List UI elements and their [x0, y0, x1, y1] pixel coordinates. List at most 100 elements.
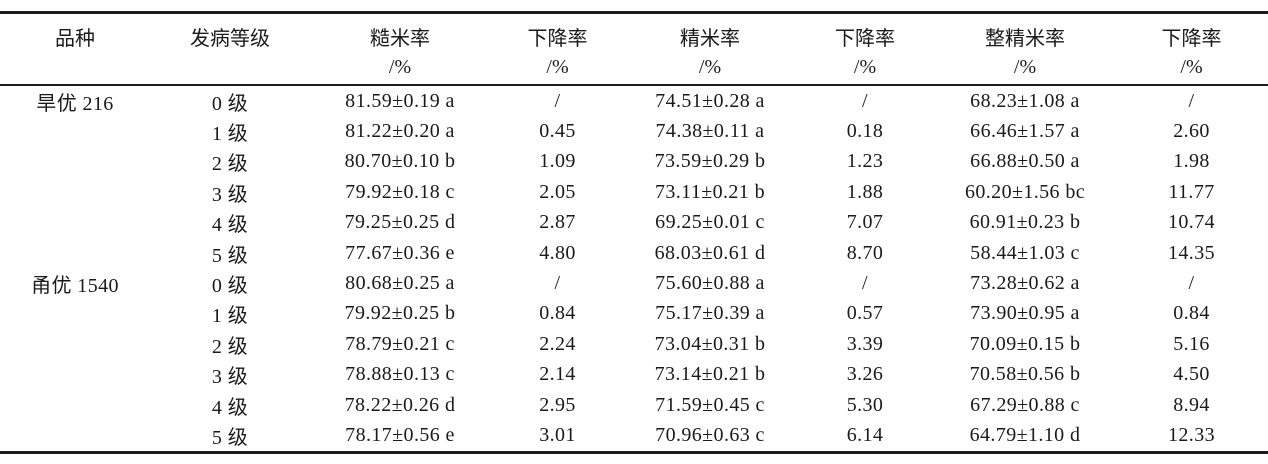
cell-milled-rice-rate: 68.03±0.61 d [654, 241, 766, 264]
cell-disease-grade: 2 级 [211, 335, 249, 358]
cell-milled-rice-rate: 71.59±0.45 c [655, 393, 765, 416]
cell-milled-rice-rate: 73.14±0.21 b [654, 363, 766, 386]
cell-milled-rice-rate: 69.25±0.01 c [655, 211, 765, 234]
cell-brown-rice-decline: 2.24 [539, 332, 576, 355]
table-row: 旱优 216 0 级 81.59±0.19 a / 74.51±0.28 a / 68.23… [0, 85, 1268, 116]
cell-brown-rice-rate: 78.79±0.21 c [345, 332, 455, 355]
column-unit-head-rice-decline: /% [1180, 56, 1203, 78]
cell-variety: 甬优 1540 [31, 275, 119, 298]
table-row: 5 级 78.17±0.56 e 3.01 70.96±0.63 c 6.14 64.79… [0, 420, 1268, 452]
cell-milled-rice-decline: 0.57 [846, 302, 884, 325]
cell-brown-rice-rate: 81.59±0.19 a [345, 89, 455, 112]
cell-variety [0, 116, 150, 146]
cell-brown-rice-rate: 80.70±0.10 b [344, 150, 456, 173]
cell-disease-grade: 3 级 [211, 366, 249, 389]
cell-head-rice-decline: 4.50 [1173, 363, 1210, 386]
cell-head-rice-rate: 58.44±1.03 c [970, 241, 1080, 264]
cell-brown-rice-decline: / [554, 272, 561, 295]
cell-brown-rice-rate: 80.68±0.25 a [345, 272, 455, 295]
cell-milled-rice-rate: 75.60±0.88 a [655, 272, 765, 295]
cell-disease-grade: 0 级 [211, 92, 249, 115]
cell-head-rice-decline: 2.60 [1173, 120, 1210, 143]
cell-variety [0, 238, 150, 268]
table-row: 1 级 81.22±0.20 a 0.45 74.38±0.11 a 0.18 66.46… [0, 116, 1268, 146]
cell-milled-rice-decline: / [862, 272, 868, 295]
table-row: 4 级 79.25±0.25 d 2.87 69.25±0.01 c 7.07 60.91… [0, 208, 1268, 238]
column-unit-brown-rice-rate: /% [388, 56, 412, 78]
cell-milled-rice-rate: 70.96±0.63 c [655, 423, 765, 446]
cell-disease-grade: 5 级 [211, 426, 249, 449]
column-unit-disease-grade [150, 55, 310, 85]
cell-milled-rice-rate: 73.04±0.31 b [654, 332, 766, 355]
cell-milled-rice-rate: 75.17±0.39 a [655, 302, 765, 325]
cell-brown-rice-decline: 4.80 [539, 241, 576, 264]
cell-disease-grade: 3 级 [211, 183, 249, 206]
cell-disease-grade: 5 级 [211, 244, 249, 267]
cell-milled-rice-rate: 73.11±0.21 b [654, 180, 766, 203]
cell-milled-rice-rate: 73.59±0.29 b [654, 150, 766, 173]
cell-head-rice-rate: 60.20±1.56 bc [964, 180, 1086, 203]
cell-brown-rice-rate: 78.88±0.13 c [345, 363, 455, 386]
cell-brown-rice-rate: 79.92±0.18 c [345, 180, 455, 203]
cell-variety [0, 299, 150, 329]
table-row: 2 级 78.79±0.21 c 2.24 73.04±0.31 b 3.39 70.09… [0, 329, 1268, 359]
cell-milled-rice-decline: 5.30 [846, 393, 884, 416]
cell-brown-rice-rate: 78.17±0.56 e [345, 423, 455, 446]
cell-milled-rice-decline: 3.39 [846, 332, 884, 355]
cell-head-rice-decline: 14.35 [1168, 241, 1215, 264]
table-row: 3 级 78.88±0.13 c 2.14 73.14±0.21 b 3.26 70.58… [0, 360, 1268, 390]
cell-head-rice-rate: 67.29±0.88 c [970, 393, 1080, 416]
cell-disease-grade: 2 级 [211, 153, 249, 176]
cell-head-rice-decline: 0.84 [1173, 302, 1210, 325]
cell-variety [0, 329, 150, 359]
column-unit-head-rice-rate: /% [1013, 56, 1037, 78]
column-unit-brown-rice-decline: /% [546, 56, 569, 78]
cell-brown-rice-rate: 77.67±0.36 e [345, 241, 455, 264]
table-header: 品种 发病等级 糙米率 下降率 精米率 下降率 整精米率 下降率 /% /% /% /% /% /% [0, 13, 1268, 85]
cell-milled-rice-rate: 74.51±0.28 a [655, 89, 765, 112]
cell-milled-rice-rate: 74.38±0.11 a [655, 120, 765, 143]
cell-disease-grade: 1 级 [211, 123, 249, 146]
column-header-head-rice-decline: 下降率 [1161, 28, 1222, 50]
cell-head-rice-decline: 8.94 [1173, 393, 1210, 416]
cell-variety [0, 208, 150, 238]
cell-head-rice-rate: 70.09±0.15 b [969, 332, 1081, 355]
column-unit-variety [0, 55, 150, 85]
cell-head-rice-decline: / [1188, 89, 1195, 112]
cell-brown-rice-decline: 3.01 [539, 423, 576, 446]
cell-brown-rice-rate: 79.25±0.25 d [344, 211, 456, 234]
cell-milled-rice-decline: 3.26 [846, 363, 884, 386]
cell-disease-grade: 4 级 [211, 214, 249, 237]
table-row: 1 级 79.92±0.25 b 0.84 75.17±0.39 a 0.57 73.90… [0, 299, 1268, 329]
cell-brown-rice-rate: 81.22±0.20 a [345, 120, 455, 143]
table-row: 3 级 79.92±0.18 c 2.05 73.11±0.21 b 1.88 60.20… [0, 177, 1268, 207]
cell-milled-rice-decline: 1.88 [846, 180, 884, 203]
column-header-brown-rice-decline: 下降率 [527, 28, 588, 50]
rice-quality-results-table: 品种 发病等级 糙米率 下降率 精米率 下降率 整精米率 下降率 /% /% /% /% /% /% 旱… [0, 11, 1268, 454]
cell-disease-grade: 0 级 [211, 275, 249, 298]
cell-brown-rice-decline: 2.95 [539, 393, 576, 416]
cell-head-rice-rate: 60.91±0.23 b [969, 211, 1081, 234]
cell-variety [0, 177, 150, 207]
cell-head-rice-decline: 10.74 [1168, 211, 1215, 234]
column-header-milled-rice-decline: 下降率 [835, 28, 895, 50]
cell-head-rice-rate: 66.88±0.50 a [970, 150, 1080, 173]
cell-brown-rice-decline: 0.84 [539, 302, 576, 325]
cell-milled-rice-decline: 6.14 [846, 423, 884, 446]
column-unit-milled-rice-decline: /% [853, 56, 877, 78]
cell-brown-rice-decline: 2.87 [539, 211, 576, 234]
cell-brown-rice-decline: 2.05 [539, 180, 576, 203]
column-header-brown-rice-rate: 糙米率 [370, 28, 430, 50]
cell-head-rice-rate: 73.90±0.95 a [970, 302, 1080, 325]
cell-brown-rice-decline: 1.09 [539, 150, 576, 173]
cell-milled-rice-decline: 7.07 [846, 211, 884, 234]
table-row: 甬优 1540 0 级 80.68±0.25 a / 75.60±0.88 a / 73.2… [0, 268, 1268, 298]
table-body: 旱优 216 0 级 81.59±0.19 a / 74.51±0.28 a / 68.23… [0, 85, 1268, 452]
table-row: 4 级 78.22±0.26 d 2.95 71.59±0.45 c 5.30 67.29… [0, 390, 1268, 420]
cell-variety [0, 147, 150, 177]
column-unit-milled-rice-rate: /% [698, 56, 722, 78]
cell-variety: 旱优 216 [36, 92, 114, 115]
cell-head-rice-rate: 73.28±0.62 a [970, 272, 1080, 295]
cell-disease-grade: 4 级 [211, 396, 249, 419]
column-header-head-rice-rate: 整精米率 [985, 28, 1065, 50]
